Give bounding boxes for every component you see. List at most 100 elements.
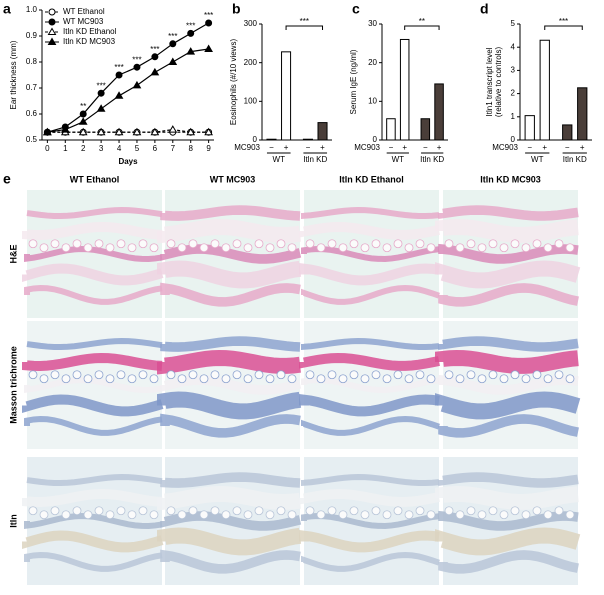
x-tick-label: 2 [81, 144, 86, 153]
row-header: H&E [8, 244, 18, 263]
tissue-layer [299, 530, 440, 553]
adipocyte [426, 510, 436, 520]
tissue-layer [157, 391, 302, 420]
series-line [47, 48, 209, 133]
significance: ** [419, 17, 425, 26]
significance: *** [559, 17, 568, 26]
legend-label: WT MC903 [63, 17, 104, 26]
tissue-layer [24, 551, 163, 572]
adipocyte [360, 374, 370, 384]
x-tick-label: 1 [63, 144, 68, 153]
adipocyte [393, 370, 403, 380]
marker [132, 127, 142, 136]
bar [524, 115, 535, 141]
adipocyte [327, 506, 337, 516]
adipocyte [404, 243, 414, 253]
marker [60, 125, 70, 133]
y-tick-label: 5 [511, 19, 516, 28]
x-tick-label: 3 [99, 144, 104, 153]
row-label: MC903 [492, 143, 518, 152]
marker [204, 127, 213, 136]
adipocyte [455, 243, 465, 253]
adipocyte [393, 506, 403, 516]
y-axis-label: Ear thickness (mm) [9, 40, 18, 109]
adipocyte [415, 239, 425, 249]
x-tick-label: − [306, 143, 311, 152]
adipocyte [83, 510, 93, 520]
adipocyte [116, 506, 126, 516]
y-tick-label: 200 [244, 58, 258, 67]
adipocyte [61, 510, 71, 520]
adipocyte [265, 243, 275, 253]
adipocyte [149, 510, 159, 520]
tissue-layer [301, 415, 440, 436]
x-tick-label: 6 [153, 144, 158, 153]
adipocyte [488, 370, 498, 380]
group-label: Itln KD [420, 155, 444, 164]
tissue-layer [160, 336, 301, 352]
tissue-layer [301, 284, 440, 305]
adipocyte [265, 374, 275, 384]
y-tick-label: 100 [244, 96, 258, 105]
adipocyte [166, 370, 176, 380]
y-tick-label: 0.7 [26, 83, 38, 92]
y-axis-label: Eosinophils (#/10 views) [229, 39, 238, 126]
micrograph [157, 190, 302, 318]
marker [187, 29, 195, 37]
panel-label: e [3, 171, 11, 187]
adipocyte [305, 506, 315, 516]
micrograph [157, 457, 302, 585]
tissue-layer [157, 485, 301, 511]
adipocyte [360, 243, 370, 253]
adipocyte [127, 510, 137, 520]
adipocyte [188, 506, 198, 516]
adipocyte [338, 243, 348, 253]
adipocyte [426, 374, 436, 384]
adipocyte [415, 506, 425, 516]
marker [186, 127, 196, 136]
adipocyte [360, 510, 370, 520]
adipocyte [565, 510, 575, 520]
y-tick-label: 0.5 [26, 135, 38, 144]
tissue-layer [160, 413, 301, 438]
adipocyte [554, 370, 564, 380]
tissue-layer [299, 263, 440, 286]
x-tick-label: 5 [135, 144, 140, 153]
adipocyte [188, 370, 198, 380]
bar [434, 83, 444, 141]
adipocyte [138, 370, 148, 380]
y-tick-label: 300 [244, 19, 258, 28]
tissue-layer [22, 221, 163, 240]
adipocyte [349, 239, 359, 249]
micrograph [299, 190, 440, 318]
x-tick-label: 0 [45, 144, 50, 153]
significance: *** [150, 45, 159, 54]
tissue-layer [24, 284, 163, 305]
adipocyte [276, 239, 286, 249]
marker [168, 125, 178, 133]
x-tick-label: + [284, 143, 289, 152]
tissue-layer [22, 394, 164, 417]
adipocyte [466, 370, 476, 380]
micrograph [299, 321, 440, 449]
adipocyte [543, 243, 553, 253]
marker [96, 104, 106, 112]
adipocyte [254, 506, 264, 516]
bar [539, 39, 550, 141]
y-tick-label: 0 [511, 135, 516, 144]
adipocyte [444, 506, 454, 516]
marker [78, 117, 88, 125]
adipocyte [404, 374, 414, 384]
adipocyte [149, 243, 159, 253]
adipocyte [166, 239, 176, 249]
marker [96, 127, 106, 136]
bar [420, 118, 431, 141]
adipocyte [287, 374, 297, 384]
row-label: MC903 [354, 143, 380, 152]
tissue-layer [435, 485, 579, 510]
column-header: WT MC903 [210, 174, 256, 184]
legend-label: Itln KD Ethanol [63, 27, 117, 36]
column-header: Itln KD Ethanol [339, 174, 404, 184]
adipocyte [499, 243, 509, 253]
bar [399, 38, 410, 141]
